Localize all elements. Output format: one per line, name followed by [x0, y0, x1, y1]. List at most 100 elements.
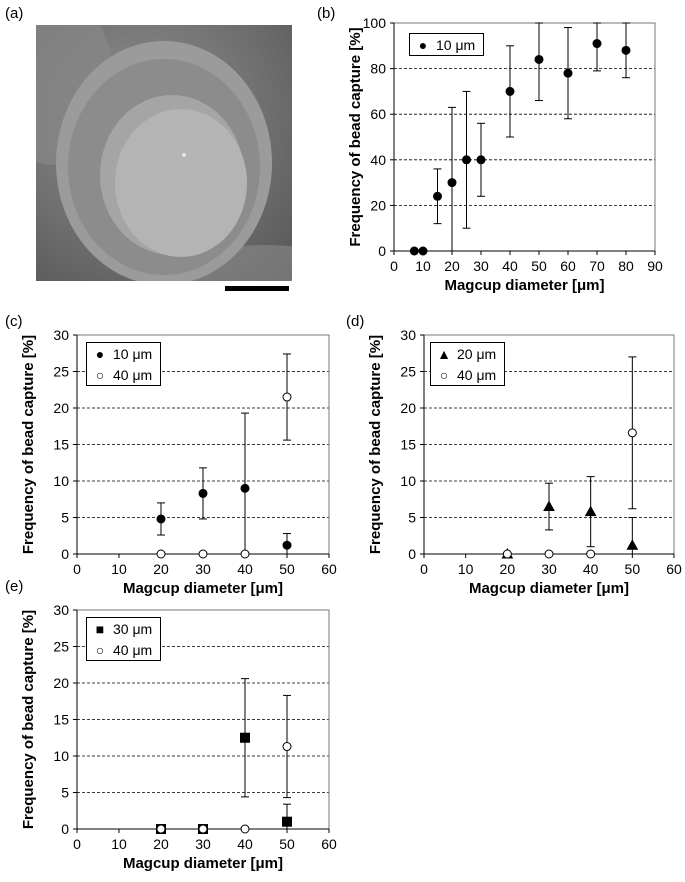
plot-frame-b [393, 22, 656, 252]
legend-e: ■ 30 μm ○ 40 μm [86, 617, 162, 661]
legend-b-label-0: 10 μm [436, 36, 476, 53]
data-point-b-s0-p8 [563, 68, 573, 78]
xtick-label-b-6: 60 [560, 258, 576, 274]
panel-label-c: (c) [5, 313, 23, 330]
data-point-b-s0-p9 [592, 39, 602, 49]
panel-label-e: (e) [5, 578, 24, 595]
chart-e: 0 5 10 15 20 25 30 0 10 20 30 40 50 60 Magcup diameter… [20, 602, 337, 872]
x-axis-title-e: Magcup diameter [μm] [123, 855, 283, 872]
xtick-label-b-9: 90 [647, 258, 663, 274]
xtick-label-c-2: 20 [153, 561, 169, 577]
data-point-d-s1-p1 [544, 549, 554, 559]
xtick-label-b-3: 30 [473, 258, 489, 274]
legend-d-row-0: ▲ 20 μm [431, 343, 504, 364]
xtick-label-b-2: 20 [444, 258, 460, 274]
legend-e-label-1: 40 μm [113, 641, 153, 658]
xtick-label-c-5: 50 [279, 561, 295, 577]
data-point-d-s1-p0 [502, 549, 512, 559]
panel-label-a: (a) [5, 5, 24, 22]
legend-c-row-0: ● 10 μm [87, 343, 160, 364]
xtick-label-e-1: 10 [111, 836, 127, 852]
legend-d-label-1: 40 μm [457, 366, 497, 383]
ytick-label-e-5: 25 [53, 639, 69, 655]
data-point-e-s0-p2 [240, 732, 250, 743]
ytick-label-d-1: 5 [408, 510, 416, 526]
legend-b-row-0: ● 10 μm [410, 34, 483, 55]
xtick-label-d-3: 30 [541, 561, 557, 577]
ytick-label-d-0: 0 [408, 546, 416, 562]
ytick-label-e-4: 20 [53, 675, 69, 691]
data-point-c-s0-p3 [282, 540, 292, 550]
ytick-label-b-4: 80 [370, 61, 386, 77]
panel-label-b: (b) [317, 5, 336, 22]
xtick-label-c-4: 40 [237, 561, 253, 577]
xtick-label-b-4: 40 [502, 258, 518, 274]
ytick-label-d-3: 15 [400, 437, 416, 453]
xtick-label-b-8: 80 [618, 258, 634, 274]
open-circle-marker-icon: ○ [439, 366, 449, 383]
xtick-label-e-5: 50 [279, 836, 295, 852]
x-axis-title-d: Magcup diameter [μm] [469, 580, 629, 597]
legend-d-label-0: 20 μm [457, 345, 497, 362]
data-point-b-s0-p7 [534, 54, 544, 64]
data-point-c-s1-p1 [198, 549, 208, 559]
xtick-label-c-0: 0 [73, 561, 81, 577]
xtick-label-d-6: 60 [666, 561, 682, 577]
y-axis-title-d: Frequency of bead capture [%] [367, 335, 384, 554]
chart-b: 0 20 40 60 80 100 0 10 20 30 40 50 60 70 80 90 Magcup di… [347, 15, 663, 294]
x-axis-title-b: Magcup diameter [μm] [444, 277, 604, 294]
ytick-label-b-2: 40 [370, 152, 386, 168]
chart-d: 0 5 10 15 20 25 30 0 10 20 30 40 50 60 Magcup diameter… [367, 327, 682, 597]
xtick-label-e-3: 30 [195, 836, 211, 852]
data-point-e-s1-p1 [198, 824, 208, 834]
ytick-label-d-4: 20 [400, 400, 416, 416]
scale-bar [225, 286, 289, 291]
legend-c-label-0: 10 μm [113, 345, 153, 362]
ytick-label-d-6: 30 [400, 327, 416, 343]
ytick-label-b-5: 100 [363, 15, 387, 31]
ytick-label-e-1: 5 [61, 785, 69, 801]
ytick-label-d-2: 10 [400, 473, 416, 489]
ytick-label-b-1: 20 [370, 197, 386, 213]
data-point-b-s0-p3 [447, 178, 457, 188]
data-point-e-s1-p3 [282, 742, 292, 752]
open-circle-marker-icon: ○ [95, 366, 105, 383]
data-point-c-s1-p0 [156, 549, 166, 559]
xtick-label-b-1: 10 [415, 258, 431, 274]
legend-d: ▲ 20 μm ○ 40 μm [430, 342, 506, 386]
error-bar-c-s0-p2 [241, 412, 249, 555]
legend-b: ● 10 μm [409, 33, 485, 56]
data-point-d-s1-p3 [627, 428, 637, 438]
data-point-e-s0-p3 [282, 816, 292, 827]
xtick-label-e-2: 20 [153, 836, 169, 852]
data-point-b-s0-p10 [621, 45, 631, 55]
panel-label-d: (d) [346, 313, 365, 330]
data-point-c-s1-p3 [282, 392, 292, 402]
ytick-label-c-5: 25 [53, 364, 69, 380]
data-point-d-s0-p1 [543, 500, 555, 512]
xtick-label-d-1: 10 [458, 561, 474, 577]
xtick-label-d-5: 50 [625, 561, 641, 577]
xtick-label-b-5: 50 [531, 258, 547, 274]
xtick-label-c-6: 60 [321, 561, 337, 577]
ytick-label-c-2: 10 [53, 473, 69, 489]
xtick-label-b-7: 70 [589, 258, 605, 274]
ytick-label-c-6: 30 [53, 327, 69, 343]
legend-c: ● 10 μm ○ 40 μm [86, 342, 162, 386]
ytick-label-d-5: 25 [400, 364, 416, 380]
data-point-b-s0-p5 [476, 155, 486, 165]
xtick-label-e-6: 60 [321, 836, 337, 852]
xtick-label-d-4: 40 [583, 561, 599, 577]
xtick-label-c-1: 10 [111, 561, 127, 577]
y-axis-title-b: Frequency of bead capture [%] [347, 27, 364, 246]
xtick-label-e-0: 0 [73, 836, 81, 852]
data-point-b-s0-p0 [409, 246, 419, 256]
data-point-b-s0-p6 [505, 86, 515, 96]
ytick-label-c-1: 5 [61, 510, 69, 526]
x-axis-title-c: Magcup diameter [μm] [123, 580, 283, 597]
data-point-e-s1-p0 [156, 824, 166, 834]
chart-c: 0 5 10 15 20 25 30 0 10 20 30 40 50 60 Magcup diameter… [20, 327, 337, 597]
data-point-e-s1-p2 [240, 824, 250, 834]
sem-magcup-image [36, 25, 292, 281]
